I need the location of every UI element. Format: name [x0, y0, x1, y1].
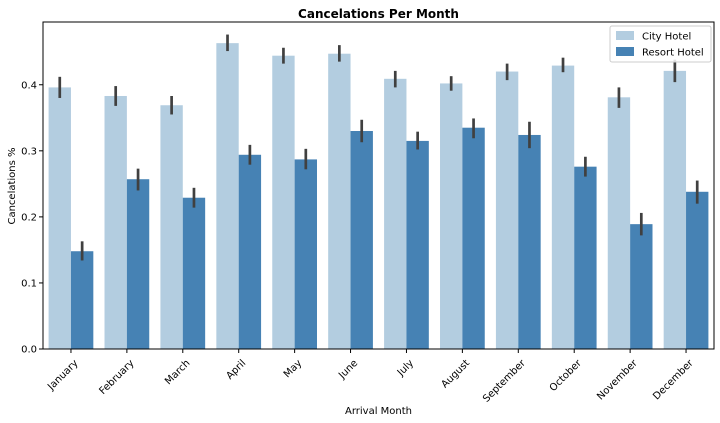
bar-resort-hotel-september [518, 134, 541, 349]
legend-swatch-city-hotel [616, 31, 634, 40]
x-tick-label-july: July [395, 358, 416, 379]
bar-city-hotel-june [328, 53, 351, 350]
bar-resort-hotel-may [294, 159, 317, 349]
bar-city-hotel-march [160, 105, 183, 350]
legend-label-city-hotel: City Hotel [642, 32, 691, 43]
bar-resort-hotel-december [686, 191, 709, 349]
x-tick-label-september: September [481, 357, 528, 404]
legend-label-resort-hotel: Resort Hotel [642, 48, 704, 59]
bar-resort-hotel-march [182, 197, 206, 349]
bar-city-hotel-august [440, 83, 463, 349]
y-axis-title: Cancelations % [7, 147, 18, 224]
y-tick-label: 0.1 [21, 278, 37, 289]
x-tick-label-october: October [548, 357, 585, 394]
bar-resort-hotel-january [70, 251, 94, 349]
y-tick-label: 0.0 [21, 345, 37, 356]
bar-resort-hotel-october [574, 166, 597, 349]
y-tick-label: 0.2 [21, 212, 37, 223]
bar-resort-hotel-august [462, 127, 485, 349]
bar-resort-hotel-july [406, 140, 429, 349]
legend-frame [609, 25, 712, 63]
x-tick-label-april: April [224, 358, 248, 382]
y-tick-label: 0.3 [21, 146, 37, 157]
x-tick-label-august: August [440, 358, 473, 391]
bar-resort-hotel-november [630, 224, 653, 349]
x-axis-title: Arrival Month [345, 406, 412, 417]
bar-city-hotel-september [495, 71, 519, 350]
bar-resort-hotel-april [238, 154, 262, 349]
x-tick-label-march: March [163, 358, 192, 387]
bar-resort-hotel-june [350, 131, 373, 349]
plot-frame [42, 21, 715, 350]
bar-city-hotel-january [48, 87, 71, 350]
legend-swatch-resort-hotel [616, 47, 634, 56]
bar-city-hotel-april [216, 43, 239, 349]
plot-area: 0.0 0.1 0.2 0.3 0.4 January February March April… [21, 21, 715, 405]
bar-resort-hotel-february [126, 179, 150, 349]
x-tick-label-january: January [45, 358, 80, 393]
chart-title: Cancelations Per Month [298, 7, 459, 21]
bar-city-hotel-february [104, 95, 127, 350]
x-tick-label-february: February [97, 358, 136, 397]
bar-city-hotel-december [663, 70, 687, 349]
legend: City Hotel Resort Hotel [609, 25, 712, 63]
bar-city-hotel-october [551, 65, 575, 349]
x-tick-label-may: May [282, 358, 304, 380]
bar-city-hotel-may [272, 55, 295, 349]
x-tick-label-november: November [595, 357, 640, 402]
bar-city-hotel-july [384, 78, 407, 349]
x-tick-label-june: June [336, 358, 360, 382]
bar-city-hotel-november [607, 97, 631, 349]
y-tick-label: 0.4 [21, 80, 37, 91]
x-tick-label-december: December [651, 357, 696, 402]
